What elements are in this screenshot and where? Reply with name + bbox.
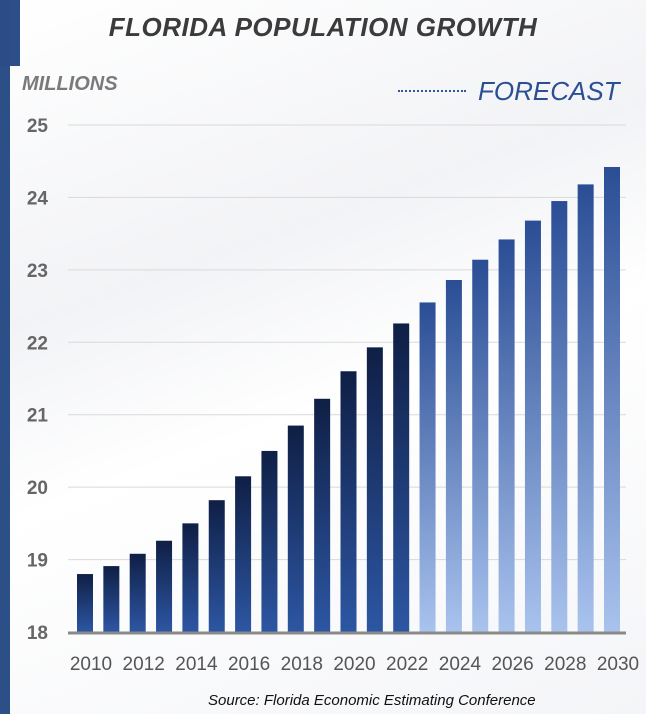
bar-2025 <box>472 259 489 632</box>
bar-2029 <box>577 184 594 633</box>
y-tick-label: 25 <box>27 116 49 137</box>
source-note: Source: Florida Economic Estimating Conf… <box>208 692 536 709</box>
bar-2018 <box>287 425 304 632</box>
y-tick-labels: 18 19 20 21 22 23 24 25 <box>27 116 49 644</box>
bar-2012 <box>129 553 146 632</box>
bar-2019 <box>314 398 331 632</box>
x-tick-label: 2022 <box>386 654 428 675</box>
y-tick-label: 23 <box>27 261 48 282</box>
x-tick-label: 2024 <box>439 654 482 675</box>
x-tick-label: 2026 <box>491 654 533 675</box>
y-tick-label: 24 <box>27 188 49 209</box>
x-tick-label: 2030 <box>597 654 639 675</box>
bar-2020 <box>340 371 357 632</box>
y-tick-label: 21 <box>27 406 49 427</box>
bar-2024 <box>445 279 462 632</box>
x-tick-label: 2012 <box>123 654 165 675</box>
legend: FORECAST <box>398 76 620 106</box>
y-tick-label: 19 <box>27 551 48 572</box>
bar-2010 <box>77 574 93 632</box>
y-tick-label: 20 <box>27 478 48 499</box>
legend-dotted-line <box>398 90 466 92</box>
x-tick-labels: 2010 2012 2014 2016 2018 2020 2022 2024 2026 2028… <box>70 654 639 675</box>
x-tick-label: 2014 <box>175 654 218 675</box>
y-tick-label: 22 <box>27 333 48 354</box>
bar-2030 <box>604 167 620 632</box>
bar-2021 <box>366 347 383 632</box>
y-axis-unit-label: MILLIONS <box>22 73 118 95</box>
y-tick-label: 18 <box>27 623 48 644</box>
bar-2011 <box>103 566 120 632</box>
x-tick-label: 2028 <box>544 654 586 675</box>
x-tick-label: 2020 <box>333 654 375 675</box>
chart-title: FLORIDA POPULATION GROWTH <box>108 12 538 42</box>
x-tick-label: 2016 <box>228 654 270 675</box>
bar-2014 <box>182 523 199 632</box>
bar-2013 <box>156 540 173 632</box>
bar-2022 <box>393 323 410 632</box>
bar-2023 <box>419 302 436 632</box>
panel-notch <box>10 0 20 66</box>
bar-2017 <box>261 450 278 632</box>
bar-2015 <box>208 500 225 632</box>
bar-2028 <box>551 201 568 633</box>
bars <box>77 167 620 633</box>
bar-2016 <box>235 476 252 632</box>
bar-2027 <box>524 220 541 632</box>
bar-2026 <box>498 239 515 633</box>
legend-forecast-label: FORECAST <box>478 75 620 106</box>
x-tick-label: 2010 <box>70 654 112 675</box>
x-tick-label: 2018 <box>281 654 323 675</box>
